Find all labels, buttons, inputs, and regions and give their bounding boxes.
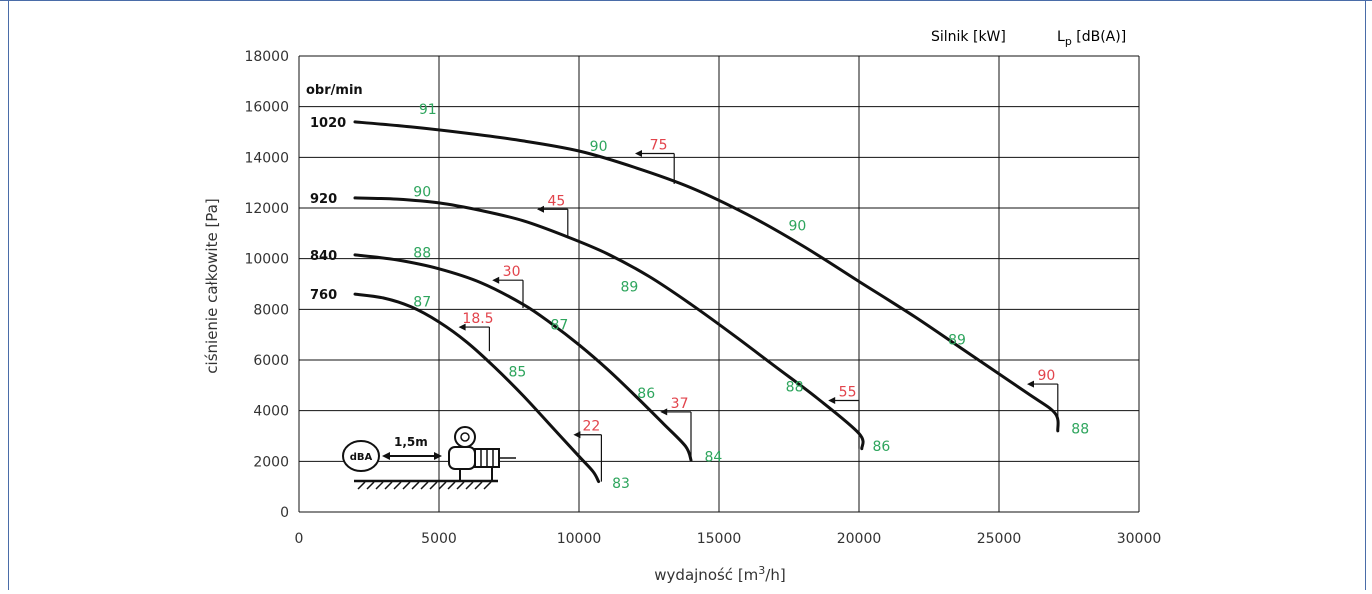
axis-ticks: 0 2000 4000 6000 8000 10000 12000 14000 16000 180… — [244, 49, 1161, 547]
speed-label-760: 760 — [310, 288, 337, 303]
motor-power-label: 45 — [547, 193, 565, 209]
y-tick-label: 4000 — [253, 404, 289, 420]
distance-arrow-left-head — [382, 452, 390, 460]
sound-level-label: 88 — [1071, 421, 1089, 437]
sound-level-label: 83 — [612, 476, 630, 492]
ground-hatch-stroke — [357, 481, 366, 490]
fan-body-icon — [448, 446, 476, 470]
dba-circle — [342, 440, 380, 472]
sound-level-label: 86 — [637, 386, 655, 402]
y-tick-label: 2000 — [253, 454, 289, 470]
distance-arrow-right-head — [434, 452, 442, 460]
y-tick-label: 10000 — [244, 252, 289, 268]
x-axis-title-main: wydajność [m — [654, 566, 758, 584]
ground-hatch-stroke — [465, 481, 474, 490]
sound-level-label: 84 — [704, 449, 722, 465]
kw-marker-arrowhead — [660, 408, 668, 416]
speed-label-920: 920 — [310, 192, 337, 207]
x-tick-label: 30000 — [1117, 531, 1162, 547]
y-tick-label: 14000 — [244, 150, 289, 166]
dba-label: dBA — [350, 452, 373, 463]
curve-920-rpm — [353, 196, 865, 451]
sound-level-label: 89 — [620, 280, 638, 296]
legend-motor-power: Silnik [kW] — [931, 29, 1006, 45]
motor-power-label: 75 — [650, 138, 668, 154]
y-tick-label: 18000 — [244, 49, 289, 65]
ground-hatch-stroke — [411, 481, 420, 490]
ground-hatch-stroke — [438, 481, 447, 490]
kw-marker-arrowhead — [573, 431, 581, 439]
sound-level-label: 86 — [872, 439, 890, 455]
x-axis-title-sup: 3 — [758, 564, 765, 577]
sound-level-label: 90 — [590, 139, 608, 155]
y-tick-label: 16000 — [244, 100, 289, 116]
x-axis-title-end: /h] — [765, 566, 785, 584]
x-axis-title: wydajność [m3/h] — [654, 564, 785, 584]
y-tick-label: 12000 — [244, 201, 289, 217]
speed-label-840: 840 — [310, 249, 337, 264]
performance-curves — [353, 120, 1060, 484]
kw-marker-arrowhead — [635, 150, 642, 158]
curve-labels: 1020 91 90 90 89 88 75 920 90 89 88 86 45 840 88 87 86 84… — [310, 102, 1089, 492]
x-tick-label: 20000 — [837, 531, 882, 547]
sound-level-label: 90 — [413, 185, 431, 201]
ground-hatch-stroke — [393, 481, 402, 490]
legend-lp-suffix: [dB(A)] — [1072, 29, 1126, 45]
sound-level-label: 90 — [788, 219, 806, 235]
ground-hatch-stroke — [420, 481, 429, 490]
ground-hatch-stroke — [447, 481, 456, 490]
speed-label-1020: 1020 — [310, 116, 346, 131]
motor-power-label: 22 — [582, 419, 600, 435]
sound-level-label: 89 — [948, 333, 966, 349]
x-tick-label: 25000 — [977, 531, 1022, 547]
x-tick-label: 10000 — [557, 531, 602, 547]
x-tick-label: 0 — [295, 531, 304, 547]
motor-power-label: 18.5 — [462, 311, 493, 327]
ground-hatch — [357, 481, 492, 490]
ground-hatch-stroke — [456, 481, 465, 490]
ground-hatch-stroke — [366, 481, 375, 490]
measurement-diagram: dBA 1,5m — [342, 426, 516, 490]
motor-power-label: 30 — [503, 264, 521, 280]
ground-hatch-stroke — [474, 481, 483, 490]
y-axis-title: ciśnienie całkowite [Pa] — [203, 198, 221, 373]
sound-level-label: 87 — [550, 318, 568, 334]
legend-lp-prefix: L — [1057, 29, 1065, 45]
motor-power-label: 37 — [671, 396, 689, 412]
sound-level-label: 91 — [419, 102, 437, 118]
y-tick-label: 8000 — [253, 302, 289, 318]
kw-marker-arrowhead — [1027, 380, 1034, 388]
fan-hub-icon — [460, 432, 470, 442]
ground-hatch-stroke — [384, 481, 393, 490]
grid — [298, 55, 1140, 513]
sound-level-label: 88 — [786, 380, 804, 396]
ground-hatch-stroke — [402, 481, 411, 490]
sound-level-label: 85 — [508, 364, 526, 380]
ground-hatch-stroke — [375, 481, 384, 490]
kw-marker-arrowhead — [458, 323, 466, 331]
curve-760-rpm — [353, 292, 601, 484]
kw-marker-arrowhead — [537, 205, 544, 213]
y-tick-label: 6000 — [253, 353, 289, 369]
curve-840-rpm — [353, 253, 693, 462]
distance-label: 1,5m — [394, 435, 428, 449]
legend-lp-sub: p — [1065, 35, 1072, 48]
motor-power-label: 90 — [1037, 368, 1055, 384]
sound-level-label: 87 — [413, 295, 431, 311]
sound-level-label: 88 — [413, 245, 431, 261]
legend-sound-level: Lp [dB(A)] — [1057, 29, 1126, 48]
curve-1020-rpm — [353, 120, 1060, 433]
x-tick-label: 15000 — [697, 531, 742, 547]
y-tick-label: 0 — [280, 505, 289, 521]
ground-hatch-stroke — [483, 481, 492, 490]
x-tick-label: 5000 — [421, 531, 457, 547]
speed-header: obr/min — [306, 83, 363, 98]
kw-marker-arrowhead — [492, 276, 500, 284]
motor-power-label: 55 — [839, 385, 857, 401]
ground-hatch-stroke — [429, 481, 438, 490]
kw-marker-arrowhead — [828, 397, 836, 405]
